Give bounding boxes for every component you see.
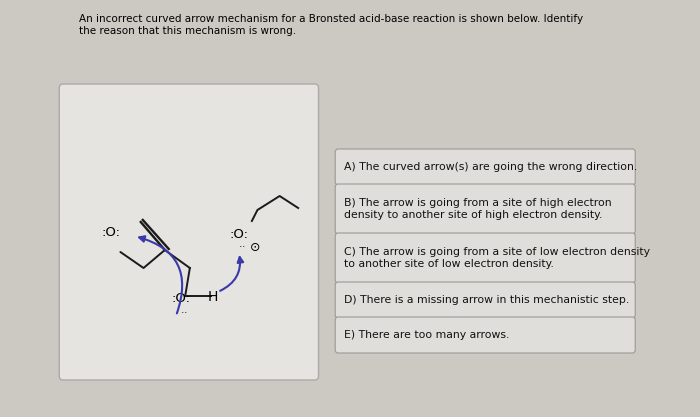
- FancyBboxPatch shape: [335, 233, 635, 283]
- Text: the reason that this mechanism is wrong.: the reason that this mechanism is wrong.: [78, 26, 296, 36]
- Text: D) There is a missing arrow in this mechanistic step.: D) There is a missing arrow in this mech…: [344, 295, 630, 305]
- Text: :O:: :O:: [102, 226, 120, 239]
- FancyBboxPatch shape: [335, 149, 635, 185]
- FancyBboxPatch shape: [335, 282, 635, 318]
- Text: ⊙: ⊙: [249, 241, 260, 254]
- Text: C) The arrow is going from a site of low electron density
to another site of low: C) The arrow is going from a site of low…: [344, 246, 650, 269]
- Text: :O:: :O:: [172, 292, 191, 306]
- Text: An incorrect curved arrow mechanism for a Bronsted acid-base reaction is shown b: An incorrect curved arrow mechanism for …: [78, 14, 583, 24]
- Text: E) There are too many arrows.: E) There are too many arrows.: [344, 330, 510, 340]
- Text: ··: ··: [233, 242, 245, 252]
- FancyBboxPatch shape: [60, 84, 318, 380]
- Text: A) The curved arrow(s) are going the wrong direction.: A) The curved arrow(s) are going the wro…: [344, 162, 638, 172]
- FancyBboxPatch shape: [335, 317, 635, 353]
- Text: ··: ··: [176, 308, 188, 318]
- Text: H: H: [208, 290, 218, 304]
- Text: B) The arrow is going from a site of high electron
density to another site of hi: B) The arrow is going from a site of hig…: [344, 198, 612, 221]
- Text: :O:: :O:: [230, 228, 248, 241]
- FancyBboxPatch shape: [335, 184, 635, 234]
